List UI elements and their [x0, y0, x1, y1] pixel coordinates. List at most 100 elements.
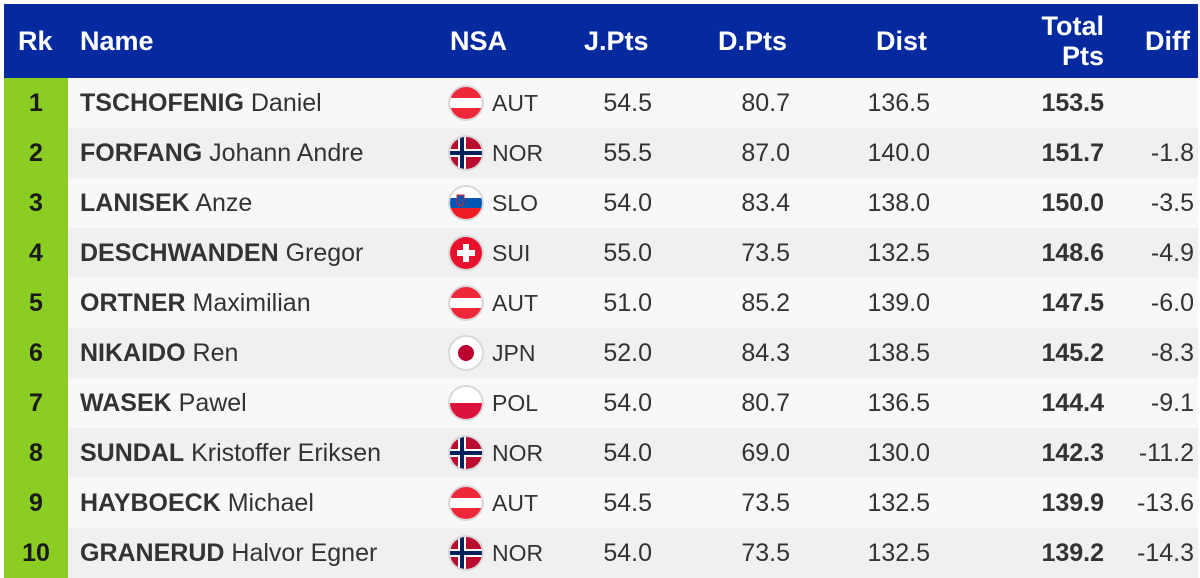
slovenia-flag-icon	[450, 187, 482, 219]
points-difference: -13.6	[1137, 489, 1194, 517]
table-row[interactable]: 9 HAYBOECK Michael AUT 54.5 73.5 132.5 1…	[4, 478, 1198, 528]
header-rank[interactable]: Rk	[18, 26, 53, 56]
nsa-code: NOR	[492, 440, 544, 466]
header-name[interactable]: Name	[80, 26, 154, 56]
distance-points: 85.2	[741, 289, 790, 317]
points-difference: -3.5	[1150, 189, 1194, 217]
athlete-name[interactable]: FORFANG Johann Andre	[80, 128, 363, 178]
nsa-code: SLO	[492, 190, 539, 216]
total-points: 139.2	[1041, 539, 1104, 567]
athlete-last-name: LANISEK	[80, 189, 190, 217]
norway-flag-icon	[450, 437, 482, 469]
header-diff[interactable]: Diff	[1145, 26, 1190, 56]
nsa-code: AUT	[492, 290, 538, 316]
rank-cell: 7	[4, 378, 68, 428]
jury-points: 54.0	[603, 439, 652, 467]
header-nsa[interactable]: NSA	[450, 26, 508, 56]
athlete-name[interactable]: TSCHOFENIG Daniel	[80, 78, 322, 128]
athlete-name[interactable]: NIKAIDO Ren	[80, 328, 238, 378]
points-difference: -14.3	[1137, 539, 1194, 567]
rank-cell: 8	[4, 428, 68, 478]
norway-flag-icon	[450, 537, 482, 569]
athlete-last-name: WASEK	[80, 389, 172, 417]
rank-cell: 3	[4, 178, 68, 228]
header-jpts[interactable]: J.Pts	[584, 26, 649, 56]
nsa-code: NOR	[492, 540, 544, 566]
athlete-name[interactable]: GRANERUD Halvor Egner	[80, 528, 377, 578]
distance: 140.0	[867, 139, 930, 167]
athlete-last-name: SUNDAL	[80, 439, 185, 467]
athlete-first-name: Pawel	[178, 389, 247, 417]
total-points: 144.4	[1041, 389, 1104, 417]
points-difference	[1116, 78, 1194, 128]
table-row[interactable]: 4 DESCHWANDEN Gregor SUI 55.0 73.5 132.5…	[4, 228, 1198, 278]
table-row[interactable]: 2 FORFANG Johann Andre NOR 55.5 87.0 140…	[4, 128, 1198, 178]
athlete-last-name: ORTNER	[80, 289, 186, 317]
table-row[interactable]: 6 NIKAIDO Ren JPN 52.0 84.3 138.5 145.2 …	[4, 328, 1198, 378]
switzerland-flag-icon	[450, 237, 482, 269]
rank-cell: 10	[4, 528, 68, 578]
distance-points: 73.5	[741, 539, 790, 567]
points-difference: -8.3	[1150, 339, 1194, 367]
rank-cell: 1	[4, 78, 68, 128]
header-dpts[interactable]: D.Pts	[718, 26, 788, 56]
table-row[interactable]: 7 WASEK Pawel POL 54.0 80.7 136.5 144.4 …	[4, 378, 1198, 428]
athlete-last-name: GRANERUD	[80, 539, 225, 567]
athlete-first-name: Anze	[195, 189, 253, 217]
distance: 136.5	[867, 89, 930, 117]
athlete-name[interactable]: LANISEK Anze	[80, 178, 252, 228]
nsa-code: JPN	[492, 340, 536, 366]
header-total-line2: Pts	[1061, 41, 1104, 71]
athlete-first-name: Ren	[192, 339, 239, 367]
header-total-line1: Total	[1041, 11, 1105, 41]
nsa-code: AUT	[492, 90, 538, 116]
athlete-last-name: DESCHWANDEN	[80, 239, 279, 267]
distance-points: 87.0	[741, 139, 790, 167]
header-total-pts[interactable]: Total Pts	[1014, 11, 1105, 85]
distance: 132.5	[867, 539, 930, 567]
athlete-name[interactable]: SUNDAL Kristoffer Eriksen	[80, 428, 381, 478]
distance-points: 80.7	[741, 89, 790, 117]
table-row[interactable]: 10 GRANERUD Halvor Egner NOR 54.0 73.5 1…	[4, 528, 1198, 578]
athlete-last-name: TSCHOFENIG	[80, 89, 244, 117]
distance-points: 69.0	[741, 439, 790, 467]
table-row[interactable]: 1 TSCHOFENIG Daniel AUT 54.5 80.7 136.5 …	[4, 78, 1198, 128]
austria-flag-icon	[450, 87, 482, 119]
table-row[interactable]: 5 ORTNER Maximilian AUT 51.0 85.2 139.0 …	[4, 278, 1198, 328]
athlete-first-name: Gregor	[285, 239, 364, 267]
athlete-name[interactable]: ORTNER Maximilian	[80, 278, 311, 328]
nsa-code: SUI	[492, 240, 531, 266]
athlete-first-name: Halvor Egner	[231, 539, 378, 567]
rank-cell: 4	[4, 228, 68, 278]
japan-flag-icon	[450, 337, 482, 369]
athlete-name[interactable]: DESCHWANDEN Gregor	[80, 228, 363, 278]
rank-cell: 6	[4, 328, 68, 378]
jury-points: 54.0	[603, 389, 652, 417]
distance: 138.0	[867, 189, 930, 217]
table-row[interactable]: 3 LANISEK Anze SLO 54.0 83.4 138.0 150.0…	[4, 178, 1198, 228]
austria-flag-icon	[450, 287, 482, 319]
athlete-first-name: Kristoffer Eriksen	[191, 439, 382, 467]
jury-points: 52.0	[603, 339, 652, 367]
nsa-code: POL	[492, 390, 539, 416]
distance-points: 80.7	[741, 389, 790, 417]
points-difference: -4.9	[1150, 239, 1194, 267]
athlete-name[interactable]: HAYBOECK Michael	[80, 478, 314, 528]
distance: 136.5	[867, 389, 930, 417]
rank-cell: 9	[4, 478, 68, 528]
jury-points: 54.5	[603, 89, 652, 117]
jury-points: 55.5	[603, 139, 652, 167]
athlete-name[interactable]: WASEK Pawel	[80, 378, 247, 428]
table-row[interactable]: 8 SUNDAL Kristoffer Eriksen NOR 54.0 69.…	[4, 428, 1198, 478]
jury-points: 54.0	[603, 189, 652, 217]
points-difference: -11.2	[1138, 439, 1194, 467]
athlete-last-name: FORFANG	[80, 139, 203, 167]
distance-points: 84.3	[741, 339, 790, 367]
points-difference: -6.0	[1150, 289, 1194, 317]
athlete-last-name: NIKAIDO	[80, 339, 186, 367]
total-points: 145.2	[1041, 339, 1104, 367]
distance: 138.5	[867, 339, 930, 367]
distance: 130.0	[867, 439, 930, 467]
header-dist[interactable]: Dist	[876, 26, 928, 56]
